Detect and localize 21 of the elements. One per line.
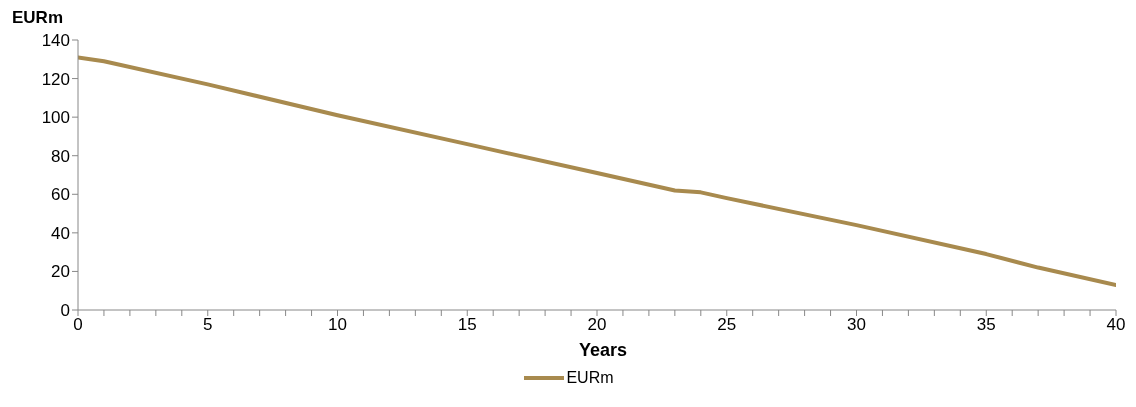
x-tick-label: 25 xyxy=(717,315,737,335)
y-tick-label: 80 xyxy=(51,146,70,166)
x-tick-label: 30 xyxy=(847,315,866,335)
x-axis-title: Years xyxy=(577,340,629,361)
line-series xyxy=(78,55,1116,287)
x-tick-label: 5 xyxy=(203,315,213,335)
x-tick-label: 35 xyxy=(976,315,996,335)
y-tick-label: 100 xyxy=(41,108,70,128)
x-tick-label: 10 xyxy=(328,315,347,335)
legend-label: EURm xyxy=(566,369,614,387)
y-tick-label: 20 xyxy=(51,262,70,282)
x-tick-label: 0 xyxy=(73,315,83,335)
x-tick-label: 40 xyxy=(1106,315,1126,335)
y-tick-label: 140 xyxy=(41,31,70,51)
y-tick-label: 0 xyxy=(60,301,70,321)
x-tick-label: 20 xyxy=(587,315,607,335)
y-tick-label: 40 xyxy=(51,223,70,243)
y-tick-label: 60 xyxy=(51,185,70,205)
x-tick-label: 15 xyxy=(457,315,477,335)
y-axis-title: EURm xyxy=(12,8,64,29)
y-tick-label: 120 xyxy=(41,69,70,89)
